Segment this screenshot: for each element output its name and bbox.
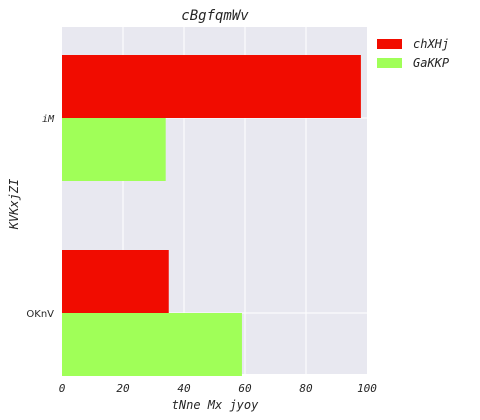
legend-swatch-GaKKP [377, 58, 402, 68]
x-tick-label: 100 [357, 382, 377, 395]
bars [62, 55, 361, 376]
legend: chXHj GaKKP [377, 37, 450, 70]
chart-title: cBgfqmWv [181, 8, 249, 24]
x-tick-label: 0 [59, 382, 66, 395]
bar-GaKKP-OKnV [62, 313, 242, 376]
y-tick-label: OKnV [26, 309, 54, 320]
legend-swatch-chXHj [377, 39, 402, 49]
x-tick-label: 20 [116, 382, 130, 395]
bar-GaKKP-iM [62, 118, 166, 181]
x-tick-labels: 0 20 40 60 80 100 [59, 382, 378, 395]
bar-chXHj-iM [62, 55, 361, 118]
y-axis-label: KVKxjZI [7, 179, 21, 231]
bar-chXHj-OKnV [62, 250, 169, 313]
x-tick-label: 80 [299, 382, 313, 395]
x-axis-label: tNne Mx jyoy [172, 398, 259, 412]
y-tick-label: iM [42, 114, 55, 125]
legend-label-GaKKP: GaKKP [413, 56, 450, 70]
legend-label-chXHj: chXHj [413, 37, 449, 51]
x-tick-label: 40 [177, 382, 191, 395]
x-tick-label: 60 [238, 382, 252, 395]
y-tick-labels: iM OKnV [26, 114, 55, 320]
